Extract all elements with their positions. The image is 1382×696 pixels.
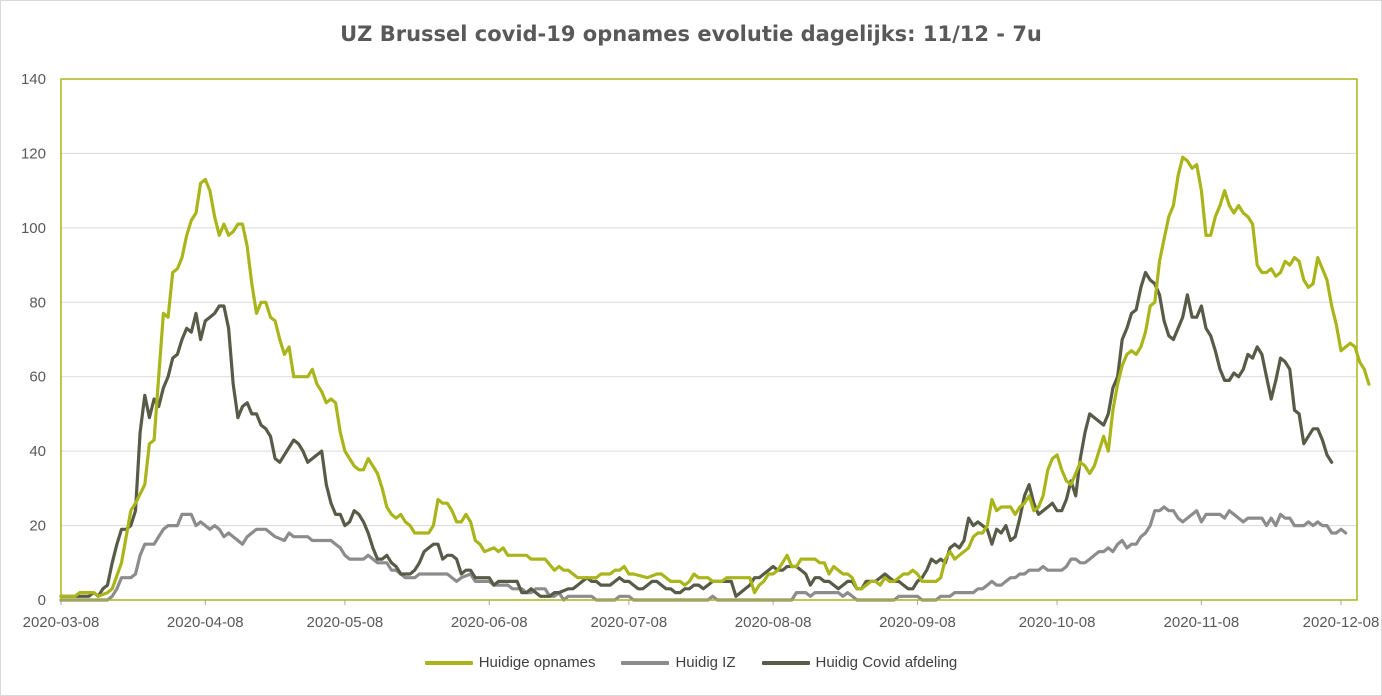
legend-swatch-huidig-iz	[621, 660, 670, 665]
legend-item-huidig-covid-afdeling: Huidig Covid afdeling	[761, 654, 958, 671]
y-tick-label: 0	[38, 592, 46, 609]
legend: Huidige opnames Huidig IZ Huidig Covid a…	[0, 654, 1382, 671]
x-tick-label: 2020-03-08	[23, 614, 100, 631]
legend-swatch-huidige-opnames	[424, 660, 473, 665]
x-tick-label: 2020-05-08	[307, 614, 384, 631]
y-axis: 0 20 40 60 80 100 120 140	[21, 71, 46, 609]
legend-label-huidige-opnames: Huidige opnames	[478, 654, 596, 671]
y-tick-label: 40	[29, 443, 46, 460]
legend-swatch-huidig-covid-afdeling	[761, 660, 810, 665]
x-tick-label: 2020-09-08	[879, 614, 956, 631]
x-axis: 2020-03-08 2020-04-08 2020-05-08 2020-06-08…	[23, 600, 1380, 631]
x-tick-label: 2020-11-08	[1164, 614, 1240, 631]
x-tick-label: 2020-12-08	[1303, 614, 1380, 631]
series-lines	[59, 155, 1371, 602]
y-tick-label: 60	[29, 369, 46, 386]
x-tick-label: 2020-10-08	[1019, 614, 1096, 631]
y-tick-label: 20	[29, 518, 46, 535]
x-tick-label: 2020-04-08	[167, 614, 244, 631]
y-tick-label: 80	[29, 294, 46, 311]
legend-label-huidig-covid-afdeling: Huidig Covid afdeling	[815, 654, 958, 671]
x-tick-label: 2020-06-08	[451, 614, 528, 631]
gridlines	[61, 152, 1357, 527]
y-tick-label: 140	[21, 71, 46, 88]
x-tick-label: 2020-08-08	[735, 614, 812, 631]
legend-label-huidig-iz: Huidig IZ	[675, 654, 736, 671]
series-line-huidig-covid-afdeling	[59, 270, 1334, 598]
legend-item-huidig-iz: Huidig IZ	[621, 654, 736, 671]
plot-area-border	[60, 78, 1358, 601]
x-tick-label: 2020-07-08	[590, 614, 667, 631]
y-tick-label: 100	[21, 220, 46, 237]
series-line-huidige-opnames	[59, 155, 1371, 598]
series-line-huidig-iz	[59, 505, 1348, 602]
legend-item-huidige-opnames: Huidige opnames	[424, 654, 596, 671]
y-tick-label: 120	[21, 145, 46, 162]
chart-title: UZ Brussel covid-19 opnames evolutie dag…	[340, 22, 1042, 46]
